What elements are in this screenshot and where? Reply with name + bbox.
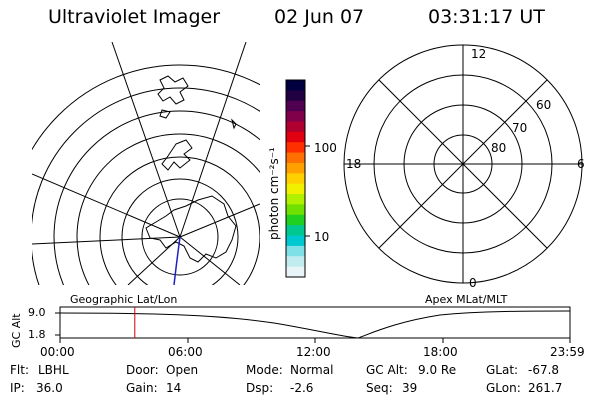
geo-lat-ring [32,87,260,285]
status-seq-key: Seq: [366,381,393,395]
geo-meridian [179,42,247,238]
colorbar-band [286,256,305,268]
geo-meridian [32,173,181,238]
geo-lat-ring [76,133,260,285]
altitude-plot-ticks [55,312,571,343]
status-ip-value: 36.0 [36,381,63,395]
status-door-value: Open [166,363,199,377]
time-tick-1800: 18:00 [423,345,458,359]
polar-plot [343,44,583,284]
status-dsp-value: -2.6 [290,381,314,395]
coastlines [145,75,237,263]
colorbar-band [286,266,305,278]
geo-lat-ring [141,198,219,276]
colorbar-band [286,100,305,112]
geo-meridian [179,203,260,238]
colorbar-band [286,90,305,102]
colorbar-band [286,162,305,174]
geo-meridian [111,42,181,238]
mlt-label-12: 12 [471,47,487,61]
time-tick-0600: 06:00 [168,345,203,359]
colorbar-band [286,204,305,216]
status-door-key: Door: [126,363,159,377]
geo-lat-ring [53,110,260,285]
status-glon-key: GLon: [486,381,521,395]
colorbar-band [286,131,305,143]
geo-meridian [32,236,181,245]
status-gain-value: 14 [166,381,182,395]
altitude-ytick-high: 9.0 [28,306,46,319]
geographic-map [32,42,260,285]
colorbar-band [286,80,305,91]
geo-lat-ring [32,64,260,151]
polar-meridian-diag [378,79,548,249]
time-tick-1200: 12:00 [296,345,331,359]
colorbar-band [286,142,305,154]
mlt-label-0: 0 [469,276,477,290]
mlat-label-60: 60 [536,98,552,112]
colorbar-frame [285,79,306,278]
instrument-title: Ultraviolet Imager [48,6,221,28]
mlt-label-18: 18 [346,157,362,171]
colorbar-tick-10: 10 [314,230,330,244]
status-seq-value: 39 [402,381,418,395]
status-mode-value: Normal [290,363,334,377]
status-filter-key: Flt: [10,363,29,377]
satellite-track [173,236,181,285]
status-glat-value: -67.8 [528,363,560,377]
colorbar-band [286,214,305,226]
colorbar-unit-label: photon cm⁻²s⁻¹ [267,147,281,240]
geo-lat-ring [99,156,260,285]
geo-lat-ring [121,178,239,285]
geo-map-title: Geographic Lat/Lon [70,293,178,306]
colorbar-band [286,111,305,123]
colorbar-band [286,152,305,164]
colorbar-band [286,225,305,237]
status-ip-key: IP: [10,381,25,395]
colorbar-band [286,173,305,185]
status-dsp-key: Dsp: [246,381,274,395]
time-tick-2359: 23:59 [550,345,585,359]
altitude-curve [59,310,571,339]
geo-meridian [179,236,241,285]
colorbar-band [286,194,305,206]
polar-map-title: Apex MLat/MLT [425,293,508,306]
status-gain-key: Gain: [126,381,158,395]
time-label: 03:31:17 UT [428,6,545,28]
time-tick-0000: 00:00 [40,345,75,359]
altitude-ylabel: GC Alt [10,313,23,348]
status-mode-key: Mode: [246,363,283,377]
status-gcalt-value: 9.0 Re [418,363,457,377]
colorbar-band [286,121,305,133]
altitude-ytick-low: 1.8 [28,328,46,341]
colorbar-band [286,245,305,257]
mlt-label-6: 6 [577,157,585,171]
colorbar-ticks [305,145,310,237]
mlat-label-80: 80 [491,141,507,155]
status-glat-key: GLat: [486,363,519,377]
colorbar-band [286,235,305,247]
colorbar-band [286,183,305,195]
colorbar [286,80,305,278]
mlat-label-70: 70 [512,121,528,135]
date-label: 02 Jun 07 [274,6,365,28]
status-glon-value: 261.7 [528,381,563,395]
colorbar-tick-100: 100 [314,141,337,155]
status-gcalt-key: GC Alt: [366,363,408,377]
status-filter-value: LBHL [38,363,69,377]
